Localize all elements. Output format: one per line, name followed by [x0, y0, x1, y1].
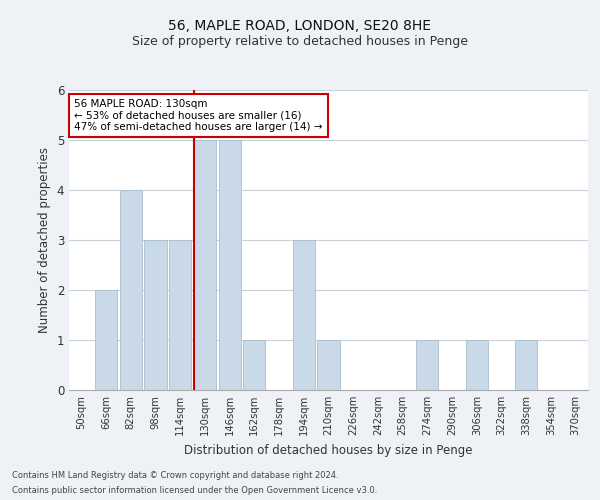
Bar: [293, 240, 315, 390]
X-axis label: Distribution of detached houses by size in Penge: Distribution of detached houses by size …: [184, 444, 473, 456]
Bar: [218, 140, 241, 390]
Bar: [145, 240, 167, 390]
Bar: [194, 140, 216, 390]
Bar: [169, 240, 191, 390]
Bar: [515, 340, 538, 390]
Text: Size of property relative to detached houses in Penge: Size of property relative to detached ho…: [132, 35, 468, 48]
Y-axis label: Number of detached properties: Number of detached properties: [38, 147, 51, 333]
Text: Contains HM Land Registry data © Crown copyright and database right 2024.: Contains HM Land Registry data © Crown c…: [12, 471, 338, 480]
Text: Contains public sector information licensed under the Open Government Licence v3: Contains public sector information licen…: [12, 486, 377, 495]
Bar: [243, 340, 265, 390]
Bar: [119, 190, 142, 390]
Bar: [95, 290, 117, 390]
Bar: [466, 340, 488, 390]
Text: 56, MAPLE ROAD, LONDON, SE20 8HE: 56, MAPLE ROAD, LONDON, SE20 8HE: [169, 19, 431, 33]
Text: 56 MAPLE ROAD: 130sqm
← 53% of detached houses are smaller (16)
47% of semi-deta: 56 MAPLE ROAD: 130sqm ← 53% of detached …: [74, 99, 323, 132]
Bar: [416, 340, 439, 390]
Bar: [317, 340, 340, 390]
